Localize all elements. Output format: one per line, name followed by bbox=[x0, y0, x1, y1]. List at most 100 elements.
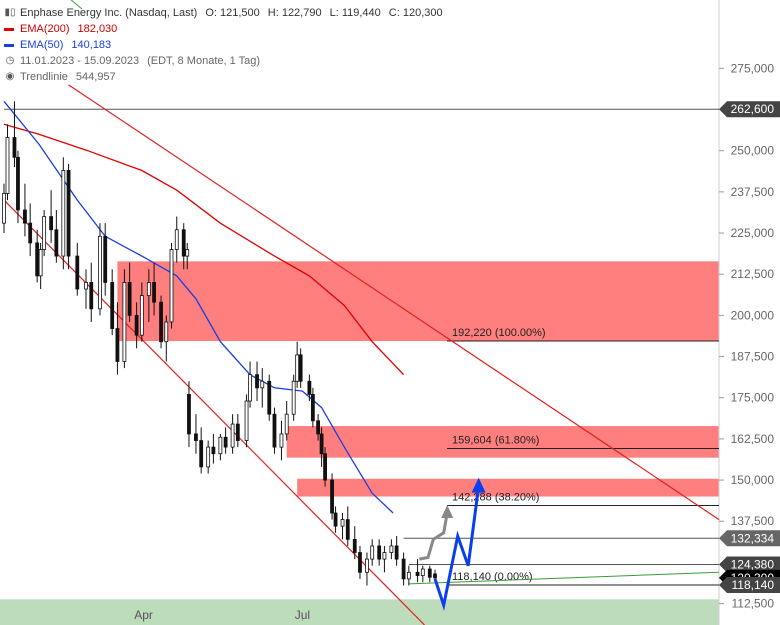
candle-body bbox=[152, 282, 156, 303]
candle-body bbox=[35, 242, 40, 277]
candle bbox=[61, 157, 66, 270]
candle-body bbox=[333, 512, 338, 527]
support-zone bbox=[0, 599, 719, 625]
y-tick-label: 275,000 bbox=[731, 61, 775, 75]
candle-body bbox=[110, 282, 115, 329]
candle-body bbox=[340, 519, 345, 527]
ema50-value: 140,183 bbox=[71, 39, 112, 51]
candle bbox=[84, 269, 88, 309]
legend-period-row: ◷ 11.01.2023 - 15.09.2023 (EDT, 8 Monate… bbox=[4, 53, 443, 69]
forecast-arrowhead bbox=[471, 477, 486, 493]
candle-body bbox=[223, 436, 228, 448]
candle bbox=[401, 552, 406, 586]
low-value: L: 119,440 bbox=[329, 7, 381, 19]
candle-body bbox=[61, 170, 66, 257]
candle-body bbox=[244, 400, 249, 441]
candle bbox=[185, 242, 190, 270]
candle bbox=[230, 414, 235, 454]
candle bbox=[235, 414, 240, 448]
candle bbox=[352, 526, 357, 560]
legend-ema200-row[interactable]: EMA(200) 182,030 bbox=[4, 21, 443, 37]
candle bbox=[260, 368, 265, 408]
candle bbox=[279, 420, 284, 461]
candle bbox=[152, 262, 156, 316]
candle bbox=[377, 539, 382, 566]
candle-body bbox=[2, 193, 6, 224]
candle-body bbox=[406, 571, 411, 580]
candle bbox=[310, 387, 315, 428]
ema200-line bbox=[3, 123, 405, 376]
candle-body bbox=[323, 453, 327, 481]
candle-body bbox=[230, 423, 235, 448]
candle-body bbox=[169, 249, 174, 323]
candle bbox=[134, 302, 139, 349]
x-tick-label: Apr bbox=[134, 608, 153, 622]
candle bbox=[298, 348, 303, 388]
price-tag: 118,140 bbox=[719, 577, 780, 594]
candle bbox=[394, 536, 399, 566]
trendline-value: 544,957 bbox=[75, 71, 116, 83]
candle-body bbox=[115, 328, 120, 362]
ema50-line bbox=[3, 100, 394, 514]
candle-body bbox=[307, 380, 312, 395]
candle bbox=[427, 565, 432, 583]
candle-body bbox=[319, 433, 324, 455]
x-tick-label: Jul bbox=[295, 608, 310, 622]
candle-body bbox=[420, 568, 425, 576]
price-tag-label: 132,334 bbox=[731, 531, 775, 545]
candle-body bbox=[159, 301, 163, 343]
candle bbox=[365, 552, 369, 586]
candle-body bbox=[42, 216, 47, 250]
candle-body bbox=[206, 446, 211, 468]
candlestick-icon: ▮▯ bbox=[4, 7, 16, 18]
candle-body bbox=[272, 413, 277, 448]
legend-ema50-row[interactable]: EMA(50) 140,183 bbox=[4, 37, 443, 53]
candle bbox=[115, 302, 120, 375]
price-tag-box bbox=[719, 101, 780, 118]
candle-body bbox=[370, 545, 375, 560]
candle bbox=[16, 150, 20, 224]
close-value: C: 120,300 bbox=[388, 7, 443, 19]
candle bbox=[49, 190, 54, 243]
candle-body bbox=[260, 380, 265, 389]
candle bbox=[38, 242, 43, 290]
candle-body bbox=[255, 374, 259, 389]
candle-body bbox=[218, 436, 223, 455]
candle-body bbox=[146, 282, 151, 297]
candle bbox=[319, 427, 324, 467]
candle bbox=[420, 565, 425, 583]
candle bbox=[28, 203, 33, 257]
candle bbox=[433, 569, 437, 581]
candle bbox=[35, 229, 40, 283]
price-tag: 132,334 bbox=[719, 530, 780, 547]
candle-body bbox=[433, 573, 437, 579]
candle-body bbox=[164, 321, 169, 343]
price-tag-label: 262,600 bbox=[731, 102, 775, 116]
y-tick-label: 150,000 bbox=[731, 473, 775, 487]
candle-body bbox=[211, 446, 216, 455]
candle bbox=[244, 394, 249, 448]
resistance-zone bbox=[286, 426, 719, 458]
candle-body bbox=[66, 170, 71, 257]
candle bbox=[389, 539, 394, 560]
legend-trendline-row[interactable]: ◉ Trendlinie 544,957 bbox=[4, 69, 443, 85]
y-tick-label: 237,500 bbox=[731, 185, 775, 199]
candle bbox=[340, 513, 345, 540]
candle bbox=[211, 433, 216, 464]
candle bbox=[75, 242, 80, 296]
candle bbox=[169, 242, 174, 329]
candle bbox=[181, 223, 186, 270]
ema50-swatch bbox=[4, 43, 14, 47]
candle bbox=[23, 183, 27, 237]
y-tick-label: 137,500 bbox=[731, 514, 775, 528]
candle bbox=[174, 216, 179, 263]
candle bbox=[272, 407, 277, 454]
candle-body bbox=[248, 374, 252, 402]
ema200-value: 182,030 bbox=[77, 23, 118, 35]
channel-line bbox=[68, 84, 720, 521]
price-tag-box bbox=[719, 530, 780, 547]
forecast-alt-path bbox=[419, 512, 449, 561]
candle-body bbox=[139, 295, 144, 336]
candle-body bbox=[291, 380, 296, 415]
